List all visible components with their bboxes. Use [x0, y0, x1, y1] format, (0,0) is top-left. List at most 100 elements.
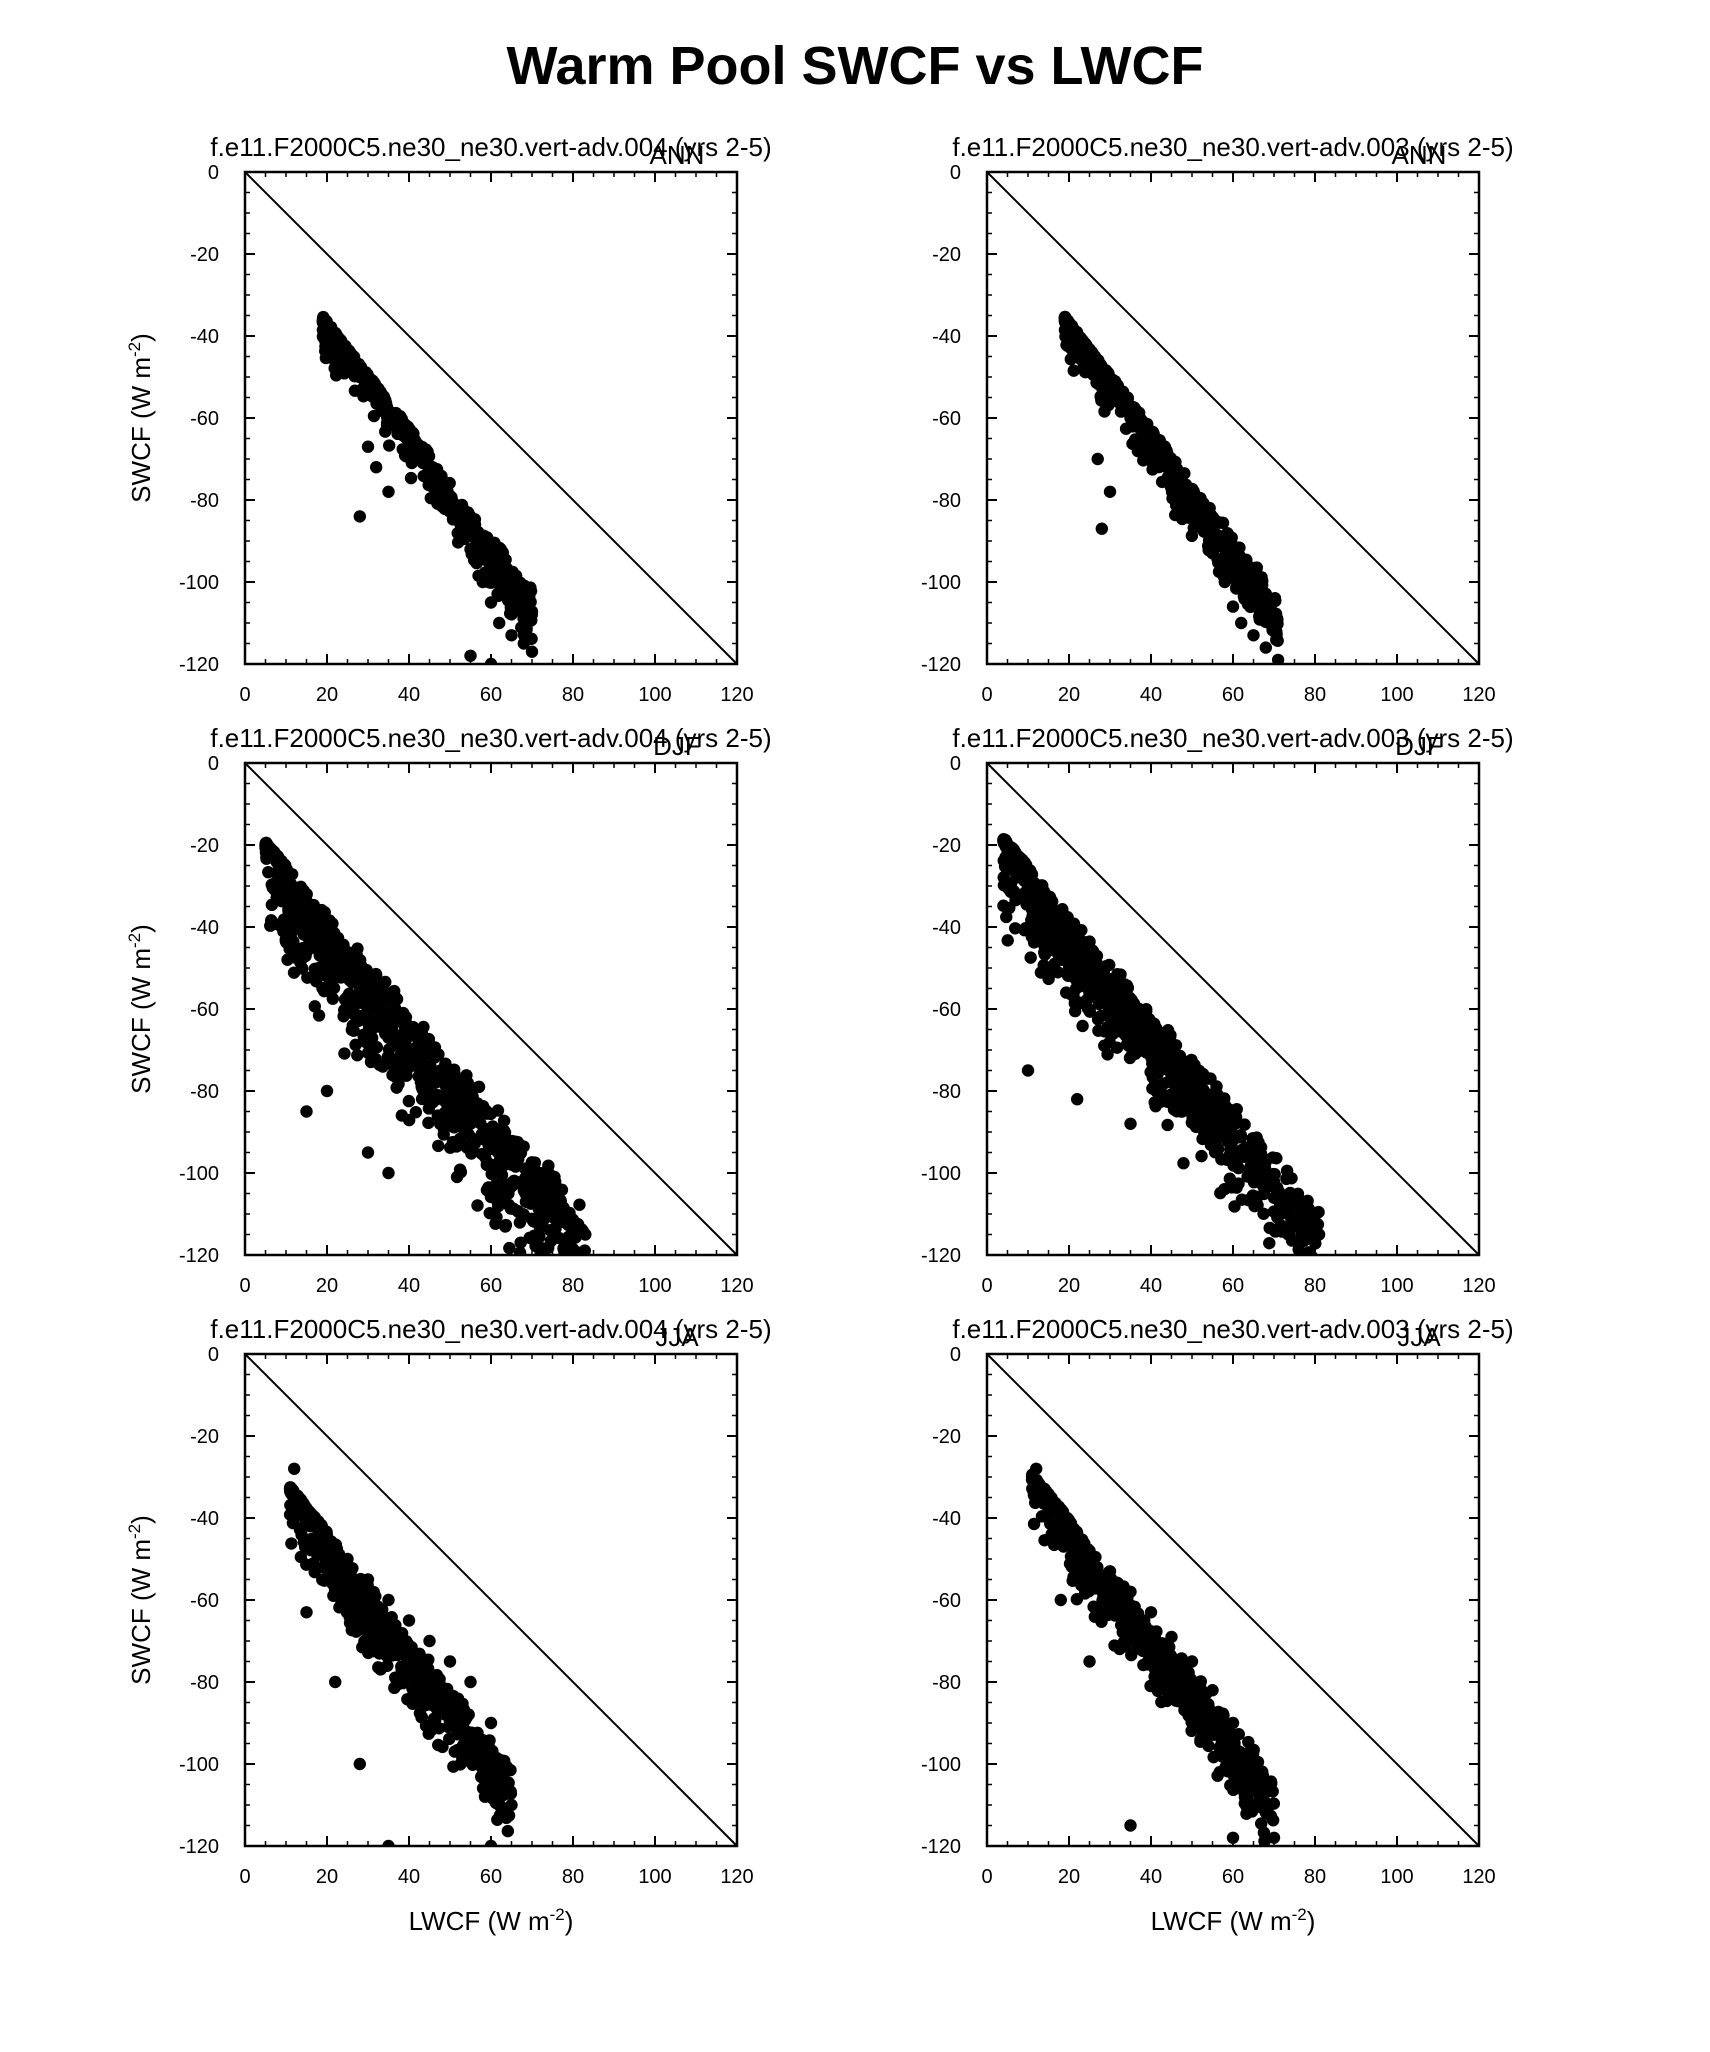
scatter-point	[1186, 1111, 1199, 1125]
scatter-point	[347, 1000, 361, 1013]
scatter-point	[361, 440, 375, 453]
scatter-point	[1259, 641, 1273, 654]
scatter-point	[1062, 319, 1075, 332]
scatter-point	[1266, 1151, 1280, 1164]
scatter-points	[316, 310, 539, 664]
scatter-point	[1131, 409, 1144, 423]
scatter-point	[1069, 982, 1083, 995]
y-axis-label-exp: -2	[125, 933, 144, 948]
scatter-point	[443, 1655, 457, 1668]
x-tick-label: 40	[1140, 684, 1162, 706]
y-axis-label-exp: -2	[125, 342, 144, 357]
one-to-one-line	[986, 762, 1480, 1256]
scatter-point	[350, 1589, 363, 1602]
scatter-point	[1155, 1087, 1169, 1100]
scatter-point	[385, 1649, 399, 1662]
x-tick-label: 0	[239, 1275, 250, 1297]
scatter-point	[409, 1106, 423, 1119]
scatter-point	[424, 491, 438, 505]
scatter-point	[325, 1563, 338, 1576]
scatter-point	[259, 840, 272, 853]
scatter-point	[513, 1216, 527, 1229]
x-tick-label: 60	[480, 684, 502, 706]
y-tick-label: -100	[179, 572, 219, 594]
scatter-point	[503, 1241, 516, 1255]
season-label: DJF	[1395, 731, 1443, 761]
scatter-point	[329, 971, 342, 984]
y-tick-label: -100	[921, 1163, 961, 1185]
scatter-point	[273, 858, 286, 871]
season-label: ANN	[1392, 140, 1447, 170]
scatter-point	[499, 1763, 512, 1776]
scatter-point	[1257, 1187, 1271, 1201]
scatter-point	[1223, 1172, 1237, 1185]
scatter-point	[494, 1753, 507, 1767]
scatter-point	[1214, 1186, 1227, 1200]
scatter-point	[307, 1557, 320, 1570]
scatter-point	[329, 1675, 342, 1689]
scatter-point	[465, 1147, 478, 1160]
scatter-point	[462, 1128, 475, 1141]
one-to-one-line	[244, 1353, 738, 1847]
scatter-point	[558, 1262, 570, 1274]
y-axis-label-text: SWCF (W m	[126, 948, 156, 1094]
scatter-point	[359, 1589, 372, 1602]
scatter-point	[367, 1021, 380, 1034]
scatter-point	[364, 989, 378, 1002]
scatter-point	[425, 1085, 439, 1099]
scatter-point	[432, 1139, 445, 1153]
scatter-points	[259, 836, 592, 1276]
scatter-point	[1177, 1157, 1190, 1170]
scatter-point	[1301, 1258, 1313, 1270]
panel-title: f.e11.F2000C5.ne30_ne30.vert-adv.003 (yr…	[952, 1314, 1513, 1344]
scatter-point	[468, 549, 481, 563]
panel-3: f.e11.F2000C5.ne30_ne30.vert-adv.004 (yr…	[125, 723, 772, 1297]
scatter-point	[348, 384, 362, 397]
scatter-point	[389, 418, 402, 432]
scatter-point	[1140, 439, 1154, 452]
y-axis-label-end: )	[126, 1515, 156, 1524]
scatter-point	[548, 1258, 560, 1270]
scatter-point	[439, 1057, 452, 1070]
scatter-point	[450, 1140, 463, 1153]
scatter-point	[1165, 482, 1179, 496]
scatter-point	[321, 920, 335, 934]
scatter-point	[388, 1070, 401, 1083]
scatter-point	[270, 891, 283, 904]
scatter-point	[446, 499, 459, 512]
scatter-point	[1083, 935, 1096, 948]
scatter-point	[1270, 631, 1283, 645]
scatter-point	[1110, 1019, 1124, 1033]
scatter-point	[309, 942, 322, 955]
scatter-point	[474, 532, 488, 545]
scatter-point	[524, 581, 537, 594]
scatter-point	[392, 1677, 406, 1691]
scatter-point	[437, 1128, 450, 1141]
scatter-point	[485, 1167, 498, 1181]
scatter-point	[422, 1116, 435, 1130]
scatter-point	[502, 1776, 515, 1790]
scatter-point	[1181, 1073, 1194, 1087]
scatter-point	[569, 1231, 582, 1244]
y-tick-label: -40	[932, 917, 961, 939]
scatter-point	[1067, 364, 1080, 377]
x-axis-label-end: )	[565, 1906, 574, 1936]
scatter-point	[482, 1738, 495, 1752]
scatter-point	[1175, 1096, 1189, 1110]
scatter-point	[1195, 1149, 1208, 1163]
scatter-point	[1157, 1077, 1171, 1090]
scatter-point	[477, 1131, 490, 1145]
scatter-point	[317, 984, 331, 998]
scatter-point	[451, 1743, 464, 1757]
scatter-point	[428, 1681, 441, 1694]
scatter-point	[547, 1264, 559, 1276]
scatter-point	[1004, 885, 1018, 899]
y-tick-label: -80	[190, 1081, 219, 1103]
scatter-point	[569, 1254, 575, 1255]
scatter-point	[416, 1688, 430, 1702]
scatter-point	[1247, 629, 1260, 642]
x-tick-label: 80	[1304, 684, 1326, 706]
scatter-point	[1265, 619, 1278, 632]
x-tick-label: 20	[316, 684, 338, 706]
scatter-point	[1004, 842, 1018, 856]
